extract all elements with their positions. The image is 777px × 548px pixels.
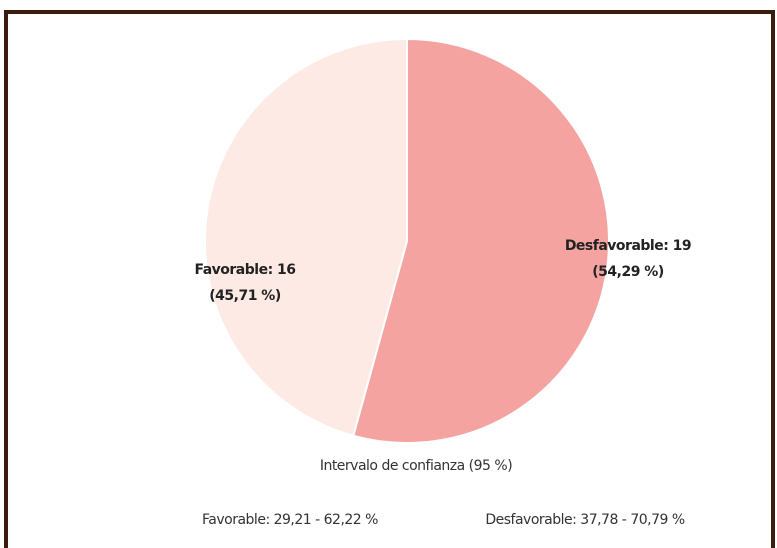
- data-label: Desfavorable: 19: [565, 238, 691, 254]
- data-label: (45,71 %): [209, 288, 281, 304]
- annotation: Intervalo de confianza (95 %): [320, 458, 512, 474]
- annotation: Favorable: 29,21 - 62,22 %: [202, 512, 378, 528]
- pie-slice: [204, 37, 408, 437]
- pie-slice: [352, 37, 610, 444]
- data-label: Favorable: 16: [194, 262, 295, 278]
- data-label: (54,29 %): [592, 264, 664, 280]
- annotation: Desfavorable: 37,78 - 70,79 %: [485, 512, 684, 528]
